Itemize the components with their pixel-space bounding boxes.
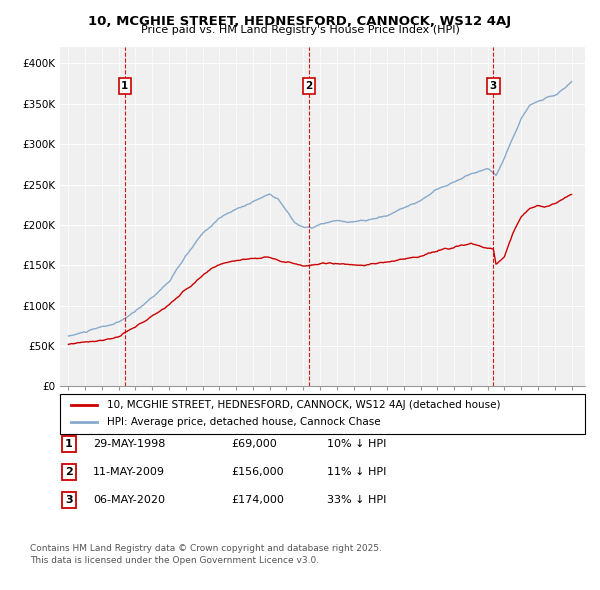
Text: £174,000: £174,000 [231,496,284,505]
Text: 3: 3 [65,496,73,505]
Text: 11-MAY-2009: 11-MAY-2009 [93,467,165,477]
Text: 2: 2 [65,467,73,477]
Text: 2: 2 [305,81,313,91]
Text: £69,000: £69,000 [231,439,277,448]
Text: 11% ↓ HPI: 11% ↓ HPI [327,467,386,477]
Text: This data is licensed under the Open Government Licence v3.0.: This data is licensed under the Open Gov… [30,556,319,565]
Text: 1: 1 [65,439,73,448]
Text: HPI: Average price, detached house, Cannock Chase: HPI: Average price, detached house, Cann… [107,417,381,427]
Text: 06-MAY-2020: 06-MAY-2020 [93,496,165,505]
Text: 33% ↓ HPI: 33% ↓ HPI [327,496,386,505]
Text: Contains HM Land Registry data © Crown copyright and database right 2025.: Contains HM Land Registry data © Crown c… [30,545,382,553]
Text: 10% ↓ HPI: 10% ↓ HPI [327,439,386,448]
Text: 10, MCGHIE STREET, HEDNESFORD, CANNOCK, WS12 4AJ: 10, MCGHIE STREET, HEDNESFORD, CANNOCK, … [88,15,512,28]
Text: 29-MAY-1998: 29-MAY-1998 [93,439,166,448]
Text: Price paid vs. HM Land Registry's House Price Index (HPI): Price paid vs. HM Land Registry's House … [140,25,460,35]
Text: 3: 3 [490,81,497,91]
FancyBboxPatch shape [60,394,585,434]
Text: £156,000: £156,000 [231,467,284,477]
Text: 1: 1 [121,81,128,91]
Text: 10, MCGHIE STREET, HEDNESFORD, CANNOCK, WS12 4AJ (detached house): 10, MCGHIE STREET, HEDNESFORD, CANNOCK, … [107,400,501,410]
